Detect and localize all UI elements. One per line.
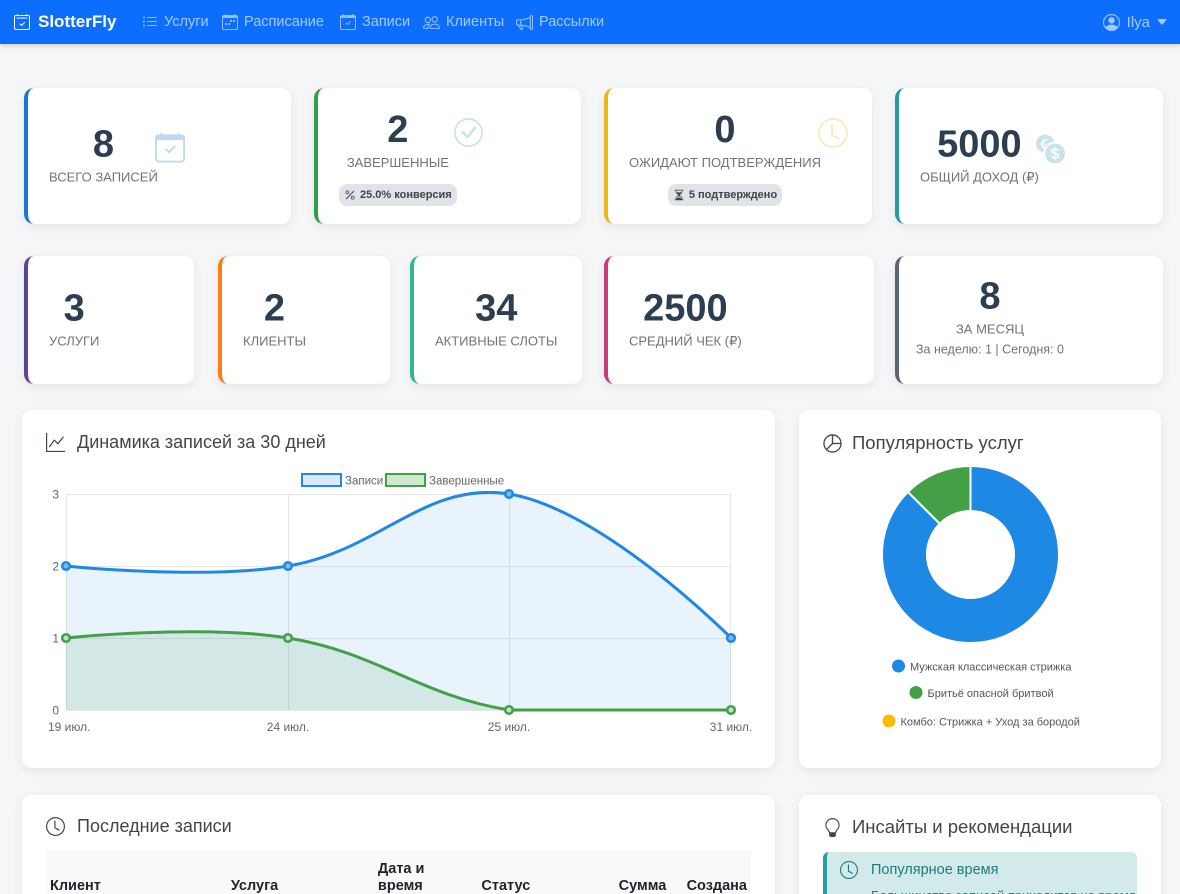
- svg-text:3: 3: [52, 488, 59, 502]
- svg-text:Бритьё опасной бритвой: Бритьё опасной бритвой: [928, 688, 1054, 700]
- svg-text:19 июл.: 19 июл.: [48, 720, 90, 734]
- svg-text:2: 2: [52, 560, 59, 574]
- svg-text:Завершенные: Завершенные: [429, 476, 504, 488]
- svg-text:0: 0: [52, 704, 59, 718]
- svg-text:25 июл.: 25 июл.: [488, 720, 530, 734]
- svg-text:31 июл.: 31 июл.: [710, 720, 752, 734]
- svg-text:Записи: Записи: [345, 476, 383, 488]
- svg-text:Мужская классическая стрижка: Мужская классическая стрижка: [910, 662, 1072, 674]
- svg-text:1: 1: [52, 632, 59, 646]
- svg-text:Комбо: Стрижка + Уход за бород: Комбо: Стрижка + Уход за бородой: [901, 717, 1080, 729]
- svg-text:24 июл.: 24 июл.: [267, 720, 309, 734]
